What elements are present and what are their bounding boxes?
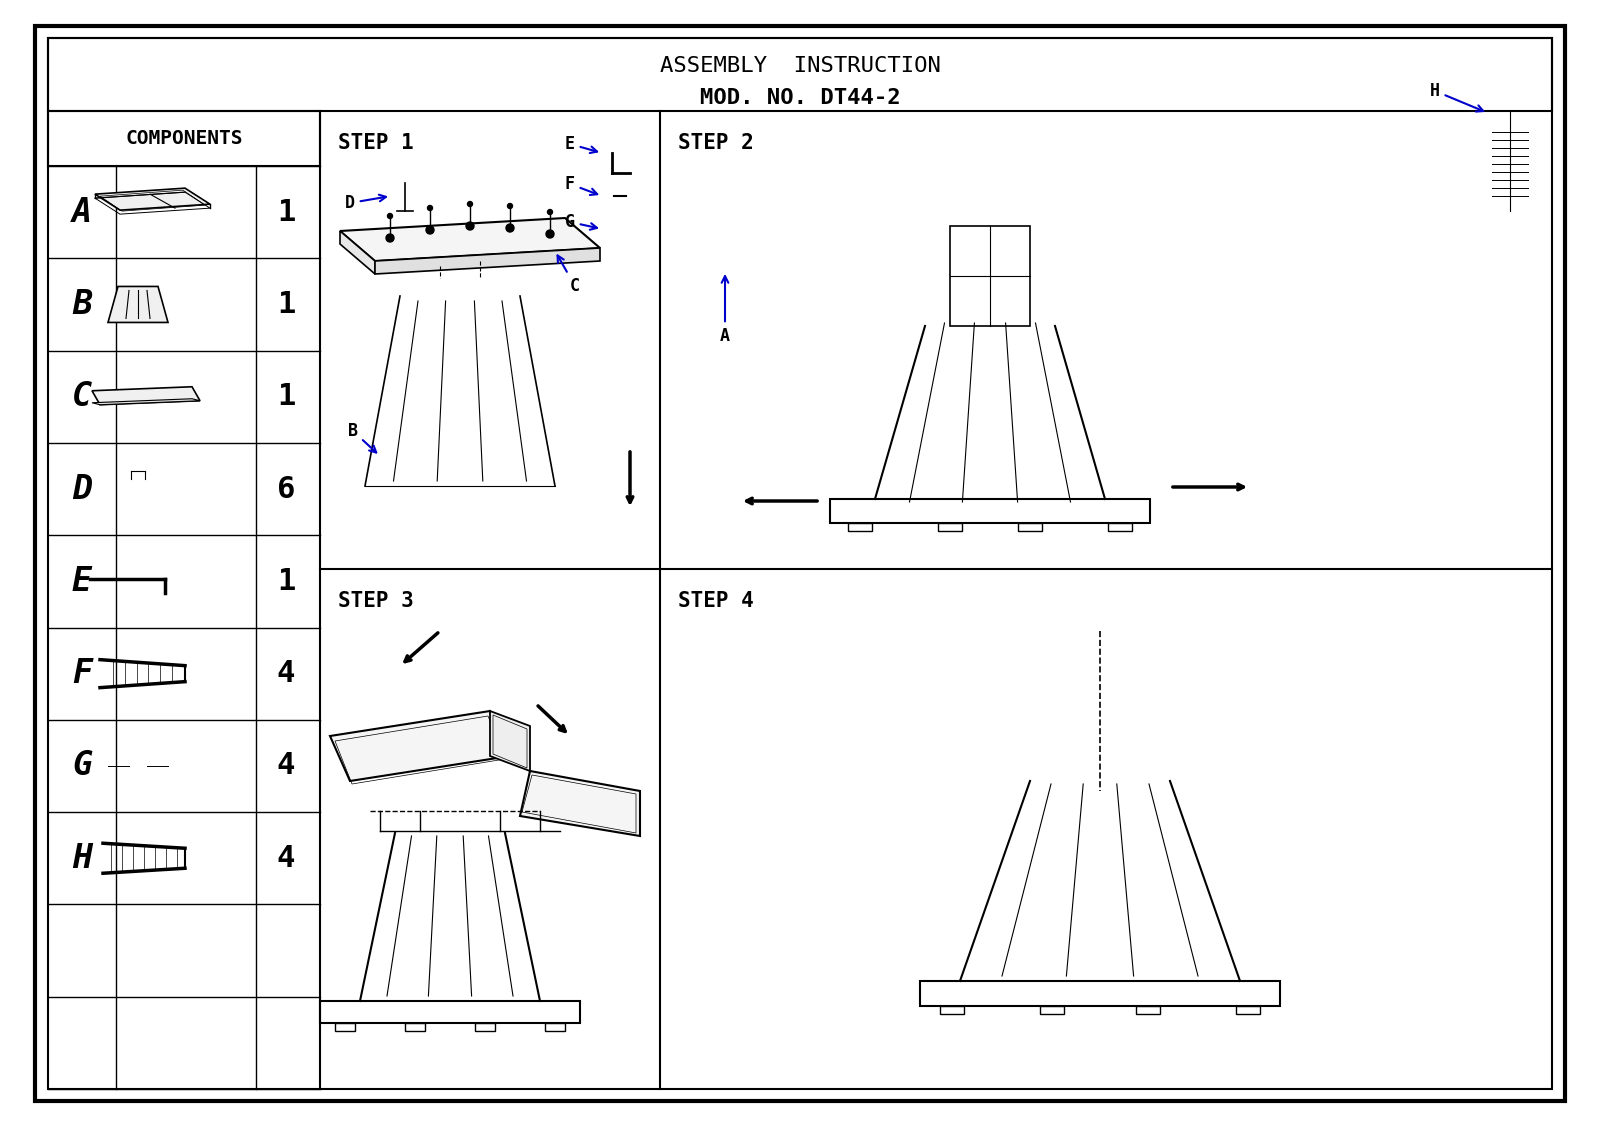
- Text: 1: 1: [277, 198, 294, 226]
- Text: G: G: [565, 213, 597, 231]
- Bar: [334, 1024, 355, 1031]
- Text: F: F: [565, 175, 597, 195]
- Bar: [1040, 1005, 1064, 1015]
- Text: 6: 6: [277, 475, 294, 503]
- Bar: [1018, 523, 1042, 530]
- Polygon shape: [330, 711, 510, 782]
- Text: B: B: [349, 422, 376, 452]
- Polygon shape: [94, 188, 210, 210]
- Circle shape: [506, 224, 514, 232]
- Bar: [1235, 1005, 1261, 1015]
- Text: H: H: [72, 841, 93, 874]
- Text: 4: 4: [277, 751, 294, 780]
- Circle shape: [467, 201, 472, 207]
- Text: C: C: [72, 380, 93, 413]
- Polygon shape: [374, 248, 600, 274]
- Text: 1: 1: [277, 567, 294, 596]
- Text: A: A: [72, 196, 93, 228]
- Circle shape: [466, 222, 474, 230]
- Polygon shape: [339, 231, 374, 274]
- Polygon shape: [490, 711, 530, 771]
- Bar: [1136, 1005, 1160, 1015]
- Bar: [830, 499, 1150, 523]
- Bar: [941, 1005, 963, 1015]
- Text: C: C: [557, 256, 579, 295]
- Bar: [1107, 523, 1133, 530]
- Text: COMPONENTS: COMPONENTS: [125, 130, 243, 148]
- Text: A: A: [720, 276, 730, 345]
- Circle shape: [387, 214, 392, 218]
- Polygon shape: [339, 218, 600, 261]
- Bar: [320, 1001, 579, 1024]
- Text: F: F: [72, 657, 93, 690]
- Circle shape: [162, 590, 168, 597]
- Text: 4: 4: [277, 844, 294, 873]
- Circle shape: [547, 209, 552, 215]
- Text: STEP 4: STEP 4: [678, 592, 754, 611]
- Bar: [48, 38, 1552, 111]
- Text: STEP 1: STEP 1: [338, 133, 414, 153]
- Text: E: E: [72, 564, 93, 598]
- Text: D: D: [72, 473, 93, 506]
- Text: STEP 3: STEP 3: [338, 592, 414, 611]
- Circle shape: [507, 204, 512, 208]
- Circle shape: [86, 576, 93, 582]
- Circle shape: [427, 206, 432, 210]
- Bar: [405, 1024, 426, 1031]
- Circle shape: [546, 230, 554, 238]
- Bar: [938, 523, 962, 530]
- Text: 1: 1: [277, 290, 294, 319]
- Text: G: G: [72, 750, 93, 783]
- Text: 1: 1: [277, 382, 294, 412]
- Text: E: E: [565, 135, 597, 153]
- Text: MOD. NO. DT44-2: MOD. NO. DT44-2: [699, 88, 901, 107]
- Text: ASSEMBLY  INSTRUCTION: ASSEMBLY INSTRUCTION: [659, 57, 941, 76]
- Text: 4: 4: [277, 659, 294, 688]
- Circle shape: [386, 234, 394, 242]
- Bar: [48, 111, 320, 166]
- Polygon shape: [93, 387, 200, 405]
- Bar: [475, 1024, 494, 1031]
- Text: STEP 2: STEP 2: [678, 133, 754, 153]
- Text: B: B: [72, 288, 93, 321]
- Polygon shape: [109, 286, 168, 322]
- Bar: [920, 981, 1280, 1005]
- Polygon shape: [520, 771, 640, 836]
- Text: D: D: [346, 195, 386, 211]
- Circle shape: [426, 226, 434, 234]
- Polygon shape: [93, 399, 200, 405]
- Text: H: H: [1430, 83, 1483, 112]
- Bar: [848, 523, 872, 530]
- Bar: [950, 226, 1030, 326]
- Bar: [546, 1024, 565, 1031]
